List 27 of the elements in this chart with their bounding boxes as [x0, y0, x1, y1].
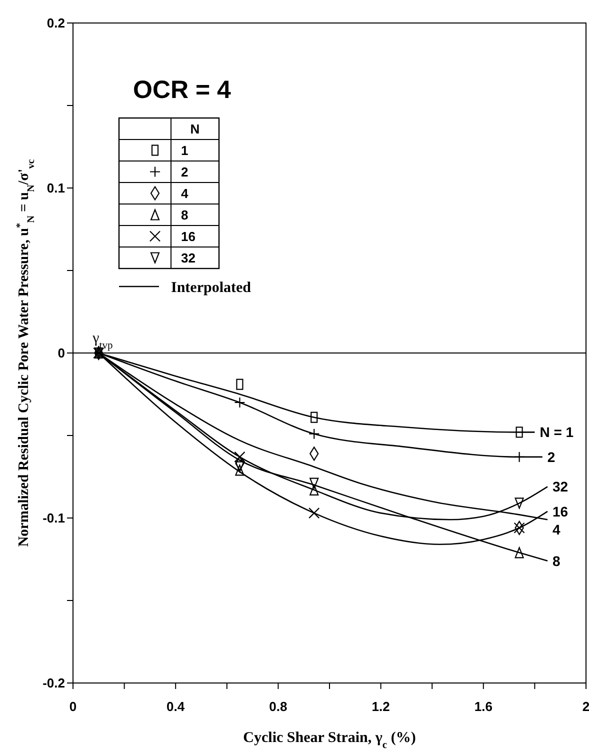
x-tick-label: 0: [69, 699, 77, 714]
legend-label: 1: [181, 142, 188, 158]
annotation: 4: [552, 521, 561, 538]
legend-label: 2: [181, 164, 188, 180]
y-tick-label: 0.2: [46, 16, 65, 31]
annotation: 8: [552, 552, 561, 569]
x-tick-label: 0.4: [166, 699, 186, 714]
annotation: 32: [552, 478, 568, 495]
x-tick-label: 2: [582, 699, 589, 714]
legend-label: 32: [181, 250, 196, 266]
legend-label: 16: [181, 228, 196, 244]
annotation: OCR = 4: [133, 76, 232, 104]
y-tick-label: -0.2: [42, 676, 65, 691]
y-tick-label: 0.1: [46, 180, 65, 196]
y-tick-label: 0: [58, 346, 65, 361]
x-tick-label: 1.2: [372, 699, 390, 714]
x-axis-title: Cyclic Shear Strain, γ$_{c}$ (%): [243, 730, 416, 750]
y-tick-label: -0.1: [42, 510, 65, 526]
annotation: 16: [552, 503, 568, 520]
legend-label: Interpolated: [171, 280, 252, 296]
x-tick-label: 0.8: [269, 699, 288, 714]
legend-label: 4: [181, 186, 189, 201]
annotation: N = 1: [540, 424, 574, 440]
annotation: 2: [547, 448, 556, 465]
legend-label: 8: [181, 207, 188, 222]
legend-title: N: [190, 121, 200, 136]
x-tick-label: 1.6: [474, 699, 492, 714]
